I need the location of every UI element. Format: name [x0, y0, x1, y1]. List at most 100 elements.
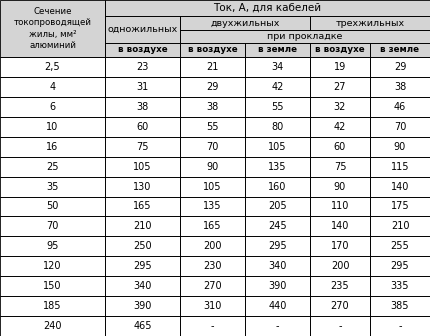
Bar: [180, 30, 430, 43]
Bar: [105, 197, 180, 216]
Bar: [0, 117, 105, 137]
Bar: [245, 97, 310, 117]
Bar: [0, 276, 105, 296]
Text: 55: 55: [206, 122, 219, 132]
Text: 38: 38: [394, 82, 406, 92]
Bar: [370, 197, 430, 216]
Text: 46: 46: [394, 102, 406, 112]
Bar: [310, 256, 370, 276]
Bar: [245, 43, 310, 57]
Text: в воздухе: в воздухе: [118, 45, 167, 54]
Text: 70: 70: [394, 122, 406, 132]
Bar: [105, 97, 180, 117]
Text: 295: 295: [133, 261, 152, 271]
Bar: [310, 97, 370, 117]
Bar: [370, 137, 430, 157]
Text: 21: 21: [206, 62, 219, 72]
Bar: [180, 197, 245, 216]
Text: 25: 25: [46, 162, 59, 172]
Bar: [0, 316, 105, 336]
Text: Сечение
токопроводящей
жилы, мм²
алюминий: Сечение токопроводящей жилы, мм² алюмини…: [13, 7, 92, 50]
Bar: [370, 77, 430, 97]
Bar: [310, 157, 370, 177]
Bar: [105, 43, 180, 57]
Bar: [180, 157, 245, 177]
Bar: [0, 77, 105, 97]
Bar: [310, 236, 370, 256]
Bar: [370, 177, 430, 197]
Bar: [0, 0, 105, 57]
Bar: [245, 43, 310, 57]
Text: 105: 105: [133, 162, 152, 172]
Bar: [105, 77, 180, 97]
Bar: [0, 57, 105, 77]
Bar: [245, 296, 310, 316]
Bar: [180, 236, 245, 256]
Bar: [180, 316, 245, 336]
Text: 16: 16: [46, 142, 58, 152]
Text: 270: 270: [203, 281, 222, 291]
Bar: [310, 97, 370, 117]
Bar: [370, 216, 430, 236]
Bar: [245, 216, 310, 236]
Bar: [105, 137, 180, 157]
Text: 295: 295: [268, 241, 287, 251]
Text: 90: 90: [394, 142, 406, 152]
Text: 120: 120: [43, 261, 62, 271]
Bar: [245, 177, 310, 197]
Text: 90: 90: [206, 162, 218, 172]
Bar: [310, 197, 370, 216]
Bar: [310, 177, 370, 197]
Bar: [0, 216, 105, 236]
Text: одножильных: одножильных: [108, 25, 178, 34]
Bar: [245, 117, 310, 137]
Bar: [370, 157, 430, 177]
Bar: [310, 216, 370, 236]
Bar: [180, 137, 245, 157]
Bar: [180, 177, 245, 197]
Text: 29: 29: [206, 82, 219, 92]
Bar: [105, 296, 180, 316]
Text: 23: 23: [136, 62, 149, 72]
Text: двухжильных: двухжильных: [210, 18, 280, 28]
Bar: [180, 276, 245, 296]
Bar: [105, 177, 180, 197]
Text: 35: 35: [46, 181, 58, 192]
Bar: [180, 296, 245, 316]
Text: 70: 70: [46, 221, 58, 232]
Bar: [0, 316, 105, 336]
Bar: [105, 157, 180, 177]
Bar: [245, 256, 310, 276]
Bar: [370, 117, 430, 137]
Bar: [245, 57, 310, 77]
Text: 135: 135: [203, 202, 222, 211]
Bar: [105, 197, 180, 216]
Bar: [370, 43, 430, 57]
Text: 240: 240: [43, 321, 62, 331]
Text: 160: 160: [268, 181, 287, 192]
Text: 200: 200: [331, 261, 349, 271]
Bar: [310, 77, 370, 97]
Bar: [370, 316, 430, 336]
Text: 10: 10: [46, 122, 58, 132]
Text: 335: 335: [391, 281, 409, 291]
Bar: [310, 296, 370, 316]
Bar: [180, 16, 310, 30]
Text: 170: 170: [331, 241, 349, 251]
Bar: [0, 77, 105, 97]
Bar: [180, 316, 245, 336]
Text: 50: 50: [46, 202, 58, 211]
Bar: [245, 236, 310, 256]
Bar: [0, 117, 105, 137]
Text: трехжильных: трехжильных: [335, 18, 405, 28]
Bar: [245, 296, 310, 316]
Bar: [370, 236, 430, 256]
Bar: [105, 0, 430, 16]
Bar: [180, 256, 245, 276]
Text: 140: 140: [391, 181, 409, 192]
Bar: [0, 177, 105, 197]
Bar: [105, 137, 180, 157]
Text: 165: 165: [203, 221, 222, 232]
Text: 210: 210: [133, 221, 152, 232]
Bar: [0, 97, 105, 117]
